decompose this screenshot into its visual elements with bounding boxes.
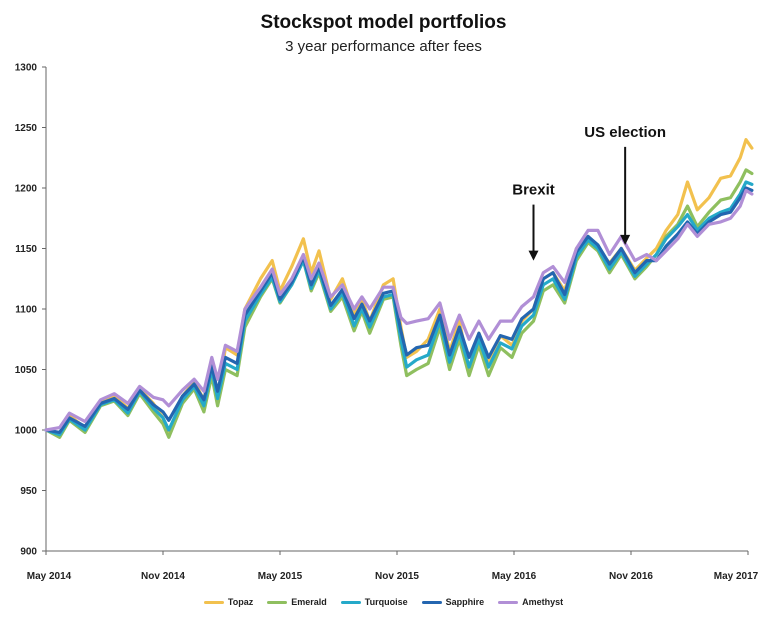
legend-item-emerald: Emerald [267,597,327,607]
x-tick-label: May 2016 [492,571,537,582]
legend-item-turquoise: Turquoise [340,597,408,607]
y-tick-label: 950 [20,486,37,497]
legend-item-sapphire: Sapphire [421,597,485,607]
annotation-label: US election [584,124,666,141]
annotation-arrow-head [528,250,539,261]
x-tick-label: Nov 2016 [609,571,653,582]
x-tick-label: May 2015 [258,571,303,582]
legend-item-amethyst: Amethyst [498,597,563,607]
legend-label: Amethyst [522,597,564,607]
x-tick-label: May 2017 [714,571,759,582]
annotation-arrow-head [620,234,631,245]
y-tick-label: 1050 [15,365,38,376]
x-tick-label: Nov 2014 [141,571,185,582]
legend-item-topaz: Topaz [203,597,254,607]
y-tick-label: 1100 [15,305,37,316]
chart-title: Stockspot model portfolios [260,12,507,33]
y-tick-label: 1150 [15,244,37,255]
y-tick-label: 1000 [15,426,38,437]
legend-label: Topaz [227,597,254,607]
series-line-turquoise [44,180,754,437]
legend-swatch [421,600,442,604]
legend-swatch [267,600,288,604]
legend-swatch [203,600,224,604]
y-tick-label: 1250 [15,123,38,134]
chart-legend: Topaz Emerald Turquoise Sapphire Amethyst [0,597,767,607]
series-line-topaz [44,138,754,438]
chart-axes: 900 950 1000 1050 1100 1150 1200 1250 1300 May 20… [15,63,759,583]
legend-label: Emerald [291,597,327,607]
x-tick-label: May 2014 [27,571,72,582]
legend-swatch [498,600,519,604]
chart-annotations: Brexit US election [512,124,666,261]
y-tick-label: 1300 [15,63,38,74]
chart-series-lines [44,138,754,439]
legend-swatch [340,600,361,604]
x-tick-label: Nov 2015 [375,571,419,582]
annotation-label: Brexit [512,182,555,199]
y-tick-label: 1200 [15,184,38,195]
y-tick-label: 900 [20,547,37,558]
series-line-amethyst [44,188,754,432]
legend-label: Turquoise [364,597,408,607]
chart-subtitle: 3 year performance after fees [285,38,482,55]
legend-label: Sapphire [445,597,485,607]
series-line-sapphire [44,186,754,434]
